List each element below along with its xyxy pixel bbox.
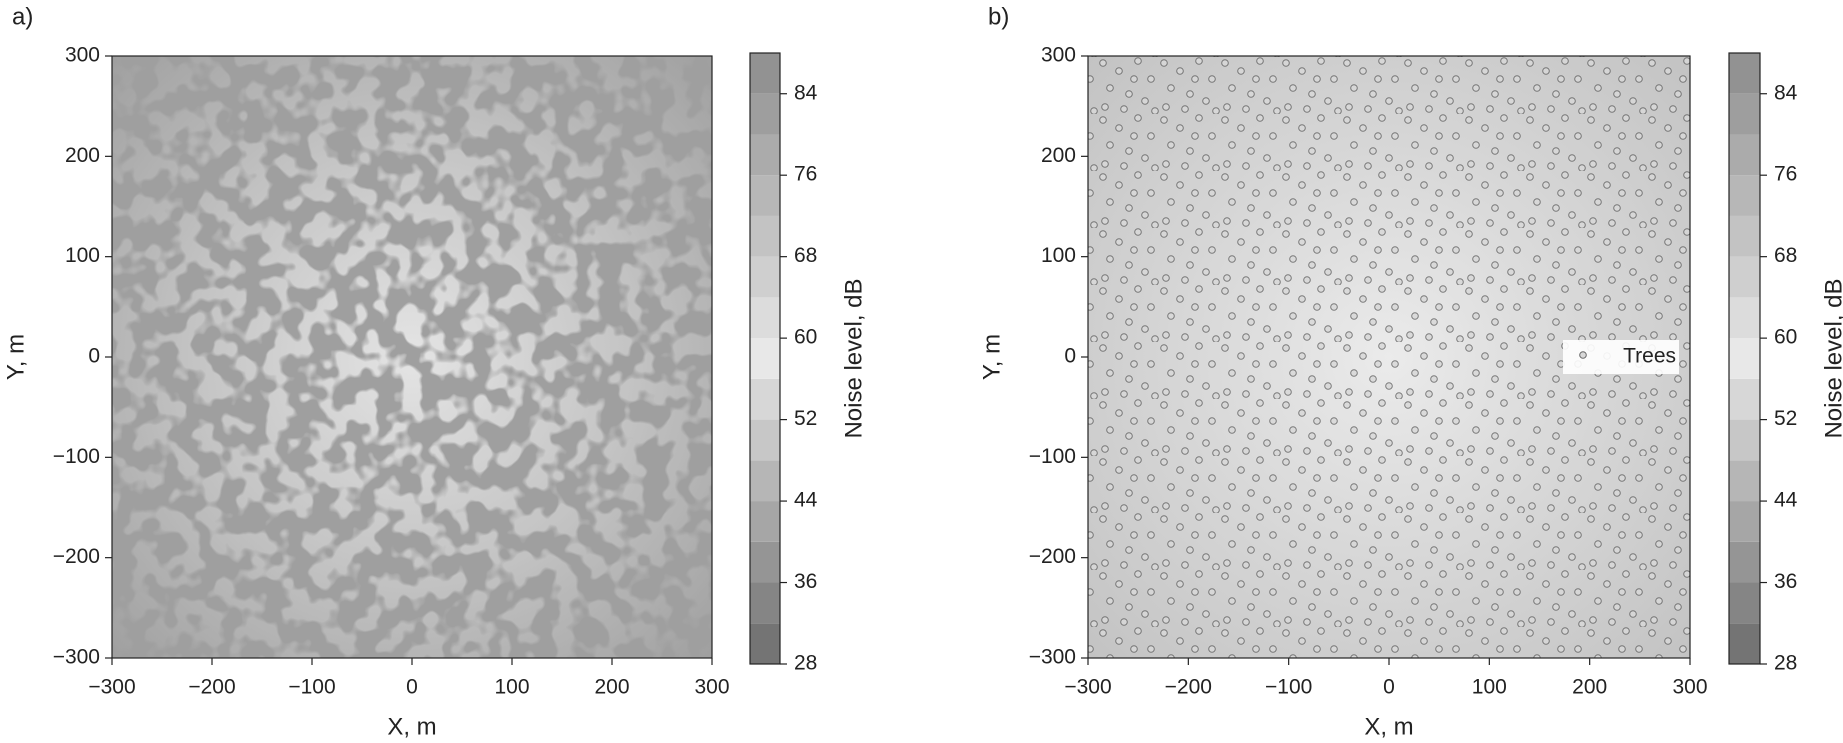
- colorbar-band: [750, 93, 780, 135]
- y-tick-label: −300: [1029, 646, 1076, 669]
- colorbar-band: [750, 623, 780, 664]
- x-axis-label: X, m: [387, 713, 436, 740]
- x-tick-label: −300: [88, 676, 135, 699]
- y-axis-label: Y, m: [2, 334, 29, 380]
- colorbar-band: [750, 215, 780, 257]
- colorbar-band: [750, 175, 780, 216]
- colorbar-tick-label: 84: [1774, 81, 1798, 104]
- colorbar-band: [1729, 338, 1760, 379]
- colorbar-band: [1729, 460, 1760, 502]
- colorbar-band: [750, 297, 780, 339]
- colorbar-band: [750, 460, 780, 502]
- y-tick-label: −100: [1029, 445, 1076, 468]
- y-tick-label: −300: [53, 646, 100, 669]
- legend-marker: [1579, 351, 1587, 359]
- colorbar-label: Noise level, dB: [840, 278, 867, 438]
- colorbar-tick-label: 76: [1774, 163, 1797, 186]
- colorbar-band: [1729, 623, 1760, 664]
- y-tick-label: 100: [65, 244, 100, 267]
- x-tick-label: −100: [288, 676, 335, 699]
- x-tick-label: 100: [1472, 676, 1507, 699]
- colorbar-band: [750, 582, 780, 624]
- colorbar-band: [1729, 256, 1760, 298]
- colorbar-tick-label: 28: [794, 652, 817, 675]
- colorbar-tick-label: 68: [1774, 244, 1797, 267]
- colorbar-frame: [1728, 52, 1761, 665]
- colorbar-tick-label: 60: [1774, 326, 1797, 349]
- colorbar-band: [750, 378, 780, 420]
- x-tick-label: −300: [1064, 676, 1111, 699]
- colorbar-band: [750, 256, 780, 298]
- y-tick-label: −200: [1029, 545, 1076, 568]
- colorbar-tick-label: 44: [1774, 489, 1798, 512]
- colorbar-band: [1729, 53, 1760, 94]
- colorbar-band: [1729, 297, 1760, 339]
- y-tick-label: 300: [1041, 44, 1076, 67]
- x-tick-label: 300: [694, 676, 729, 699]
- colorbar-band: [1729, 541, 1760, 583]
- y-tick-label: 300: [65, 44, 100, 67]
- colorbar-tick-label: 84: [794, 81, 818, 104]
- colorbar-band: [1729, 582, 1760, 624]
- colorbar-tick-label: 52: [794, 407, 817, 430]
- colorbar-band: [750, 541, 780, 583]
- colorbar-frame: [749, 52, 781, 665]
- y-tick-label: 0: [1064, 345, 1076, 368]
- colorbar-tick-label: 52: [1774, 407, 1797, 430]
- x-tick-label: 0: [406, 676, 418, 699]
- colorbar-band: [750, 419, 780, 461]
- colorbar-band: [750, 134, 780, 176]
- colorbar-tick-label: 60: [794, 326, 817, 349]
- x-tick-label: 300: [1672, 676, 1707, 699]
- noise-patches: [112, 56, 712, 658]
- colorbar-band: [1729, 175, 1760, 216]
- x-tick-label: 200: [1572, 676, 1607, 699]
- x-tick-label: −200: [1165, 676, 1212, 699]
- legend-label: Trees: [1623, 345, 1676, 368]
- x-tick-label: −200: [188, 676, 235, 699]
- x-tick-label: 200: [594, 676, 629, 699]
- colorbar-tick-label: 76: [794, 163, 817, 186]
- colorbar-band: [1729, 134, 1760, 176]
- x-tick-label: 100: [494, 676, 529, 699]
- colorbar-band: [750, 338, 780, 379]
- y-tick-label: 100: [1041, 244, 1076, 267]
- colorbar-band: [750, 53, 780, 94]
- panels: a) −300 −200 −100 0 100 200 300 −300 −200 −100 0 100…: [2, 3, 1843, 740]
- colorbar-tick-label: 44: [794, 489, 818, 512]
- y-tick-label: 200: [65, 144, 100, 167]
- x-axis-label: X, m: [1364, 713, 1413, 740]
- panel-label: b): [988, 3, 1009, 30]
- colorbar-tick-label: 68: [794, 244, 817, 267]
- y-tick-label: 0: [88, 345, 100, 368]
- colorbar-tick-label: 36: [1774, 570, 1797, 593]
- y-axis-label: Y, m: [978, 334, 1005, 380]
- y-tick-label: −100: [53, 445, 100, 468]
- colorbar-band: [1729, 419, 1760, 461]
- x-tick-label: 0: [1383, 676, 1395, 699]
- y-tick-label: −200: [53, 545, 100, 568]
- colorbar-band: [1729, 93, 1760, 135]
- colorbar-band: [750, 501, 780, 542]
- colorbar-tick-label: 28: [1774, 652, 1797, 675]
- colorbar-label: Noise level, dB: [1820, 278, 1843, 438]
- panel-label: a): [12, 3, 33, 30]
- colorbar-tick-label: 36: [794, 570, 817, 593]
- colorbar-band: [1729, 215, 1760, 257]
- y-tick-label: 200: [1041, 144, 1076, 167]
- colorbar-band: [1729, 378, 1760, 420]
- colorbar-band: [1729, 501, 1760, 542]
- x-tick-label: −100: [1265, 676, 1312, 699]
